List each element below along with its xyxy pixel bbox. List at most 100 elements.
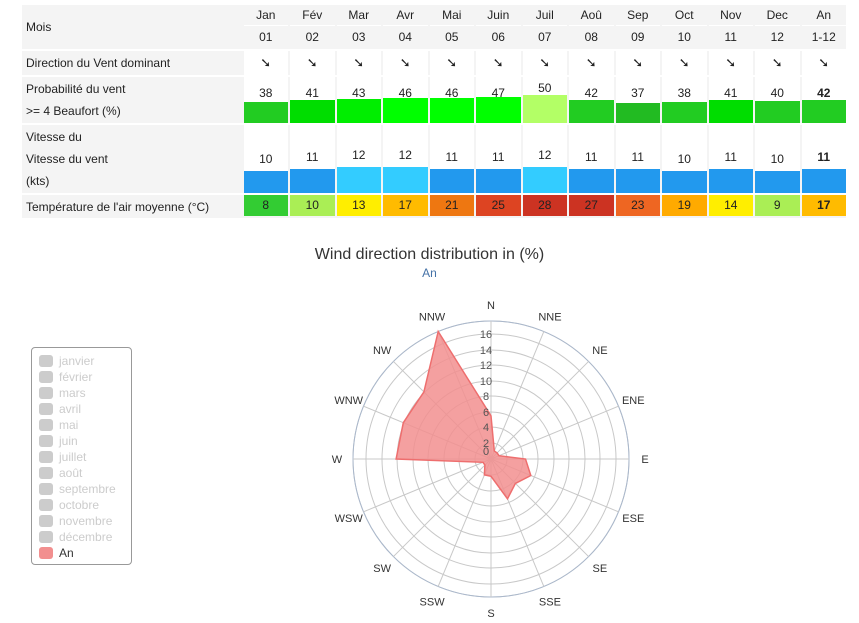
radial-tick-label: 8 bbox=[483, 391, 489, 403]
month-name: Juil bbox=[535, 8, 554, 22]
month-name: Avr bbox=[396, 8, 415, 22]
probability-value: 41 bbox=[724, 86, 738, 100]
temperature-cell: 23 bbox=[615, 195, 660, 216]
legend-item[interactable]: novembre bbox=[39, 513, 131, 529]
probability-bar bbox=[755, 101, 800, 123]
month-header-label: Mois bbox=[26, 20, 52, 34]
legend-item[interactable]: décembre bbox=[39, 529, 131, 545]
probability-bar bbox=[662, 102, 707, 123]
probability-value: 46 bbox=[398, 86, 412, 100]
grid-spoke bbox=[490, 458, 619, 513]
month-number: 11 bbox=[708, 25, 753, 48]
legend-label: janvier bbox=[59, 354, 95, 368]
grid-spoke bbox=[393, 361, 492, 460]
probability-bar bbox=[801, 100, 846, 123]
direction-arrow-icon: ➘ bbox=[771, 55, 783, 70]
legend-item[interactable]: janvier bbox=[39, 353, 131, 369]
legend-label: mai bbox=[59, 418, 79, 432]
direction-label: NNE bbox=[538, 312, 561, 324]
speed-cell: 11 bbox=[429, 125, 474, 193]
direction-cell: ➘ bbox=[476, 51, 521, 75]
speed-value: 12 bbox=[538, 148, 552, 162]
month-header-cell: Juil 07 bbox=[522, 5, 567, 49]
legend-swatch bbox=[39, 483, 53, 495]
legend-item[interactable]: mars bbox=[39, 385, 131, 401]
probability-cell: 42 bbox=[569, 77, 614, 123]
temperature-value: 9 bbox=[773, 198, 781, 212]
direction-cell: ➘ bbox=[755, 51, 800, 75]
legend-item[interactable]: février bbox=[39, 369, 131, 385]
speed-cell: 12 bbox=[522, 125, 567, 193]
grid-ring bbox=[474, 442, 508, 476]
speed-value: 11 bbox=[585, 150, 598, 164]
speed-bar bbox=[522, 167, 567, 193]
probability-cell: 40 bbox=[755, 77, 800, 123]
speed-cell: 10 bbox=[243, 125, 288, 193]
direction-label: SW bbox=[373, 563, 391, 575]
legend-item[interactable]: avril bbox=[39, 401, 131, 417]
direction-arrow-icon: ➘ bbox=[260, 55, 272, 70]
speed-label-line2: Vitesse du vent bbox=[26, 152, 108, 166]
direction-label: NE bbox=[592, 345, 607, 357]
direction-cell: ➘ bbox=[522, 51, 567, 75]
temperature-cell: 13 bbox=[336, 195, 381, 216]
speed-bar bbox=[615, 169, 660, 193]
legend-swatch bbox=[39, 451, 53, 463]
legend-item[interactable]: juillet bbox=[39, 449, 131, 465]
month-name: Jan bbox=[256, 8, 276, 22]
speed-cell: 12 bbox=[383, 125, 428, 193]
direction-label: SSW bbox=[420, 596, 446, 608]
speed-value: 12 bbox=[352, 148, 366, 162]
legend-item[interactable]: mai bbox=[39, 417, 131, 433]
direction-cell: ➘ bbox=[708, 51, 753, 75]
legend-label: mars bbox=[59, 386, 86, 400]
probability-cell: 38 bbox=[662, 77, 707, 123]
probability-row: Probabilité du vent >= 4 Beaufort (%) 38… bbox=[22, 77, 846, 125]
month-number: 02 bbox=[290, 25, 335, 48]
temperature-value: 25 bbox=[491, 198, 505, 212]
legend-item[interactable]: septembre bbox=[39, 481, 131, 497]
month-name: Oct bbox=[674, 8, 694, 22]
direction-label: NNW bbox=[419, 312, 446, 324]
probability-value: 50 bbox=[538, 81, 552, 95]
probability-bar bbox=[336, 99, 381, 123]
month-name: Aoû bbox=[580, 8, 602, 22]
probability-cell: 46 bbox=[429, 77, 474, 123]
temperature-cell: 8 bbox=[243, 195, 288, 216]
direction-arrow-icon: ➘ bbox=[446, 55, 458, 70]
speed-value: 11 bbox=[445, 150, 458, 164]
grid-spoke bbox=[393, 458, 492, 557]
direction-arrow-icon: ➘ bbox=[725, 55, 737, 70]
temperature-value: 13 bbox=[352, 198, 366, 212]
legend-item[interactable]: An bbox=[39, 545, 131, 561]
legend-label: novembre bbox=[59, 514, 113, 528]
probability-value: 46 bbox=[445, 86, 459, 100]
speed-label-line3: (kts) bbox=[26, 174, 50, 188]
month-number: 01 bbox=[243, 25, 288, 48]
month-number: 12 bbox=[755, 25, 800, 48]
legend-item[interactable]: juin bbox=[39, 433, 131, 449]
direction-cell: ➘ bbox=[290, 51, 335, 75]
grid-spoke bbox=[490, 331, 545, 460]
direction-arrow-icon: ➘ bbox=[492, 55, 504, 70]
direction-label: N bbox=[487, 300, 495, 312]
temperature-cell: 10 bbox=[290, 195, 335, 216]
month-header-cell: Sep 09 bbox=[615, 5, 660, 49]
radial-tick-label: 14 bbox=[480, 345, 492, 357]
grid-spoke bbox=[490, 458, 545, 587]
temperature-value: 8 bbox=[262, 198, 270, 212]
legend-item[interactable]: août bbox=[39, 465, 131, 481]
legend-swatch bbox=[39, 387, 53, 399]
temperature-label: Température de l'air moyenne (°C) bbox=[26, 199, 210, 214]
temperature-value: 19 bbox=[677, 198, 691, 212]
speed-cell: 11 bbox=[569, 125, 614, 193]
outer-ring bbox=[352, 320, 630, 598]
legend-item[interactable]: octobre bbox=[39, 497, 131, 513]
direction-label: NW bbox=[373, 345, 392, 357]
speed-bar bbox=[243, 171, 288, 193]
month-number: 09 bbox=[615, 25, 660, 48]
legend-swatch bbox=[39, 435, 53, 447]
temperature-value: 21 bbox=[445, 198, 459, 212]
temperature-value: 28 bbox=[538, 198, 552, 212]
legend-swatch bbox=[39, 419, 53, 431]
